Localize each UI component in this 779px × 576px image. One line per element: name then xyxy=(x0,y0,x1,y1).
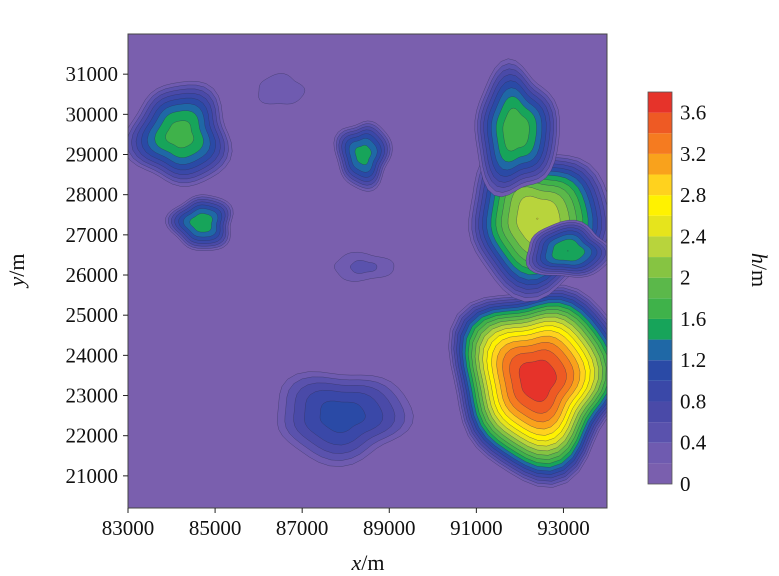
colorbar-swatch xyxy=(648,92,672,113)
colorbar-swatch xyxy=(648,277,672,299)
x-axis-label-unit: /m xyxy=(361,550,384,575)
contour-peak xyxy=(165,194,234,251)
colorbar-swatch xyxy=(648,174,672,196)
contour-peak xyxy=(128,80,233,187)
colorbar-swatch xyxy=(648,463,672,484)
contour-peak xyxy=(448,284,607,488)
x-axis-label: x/m xyxy=(351,550,385,575)
colorbar-swatch xyxy=(648,422,672,443)
y-tick-label: 21000 xyxy=(66,464,119,488)
plot-frame xyxy=(127,33,608,509)
colorbar-swatch xyxy=(648,195,672,216)
colorbar-tick-label: 2.4 xyxy=(680,224,707,248)
contour-fills xyxy=(128,58,607,488)
colorbar-swatch xyxy=(648,360,672,381)
colorbar-label-unit: /m xyxy=(747,264,772,287)
y-tick-label: 23000 xyxy=(66,384,119,408)
colorbar-swatch xyxy=(648,257,672,278)
colorbar-swatch xyxy=(648,133,672,154)
y-axis: 21000 22000 23000 24000 25000 26000 27000 28000… xyxy=(66,62,128,488)
svg-text:h/m: h/m xyxy=(747,253,772,287)
colorbar-tick-label: 0.8 xyxy=(680,389,706,413)
colorbar-tick-label: 2 xyxy=(680,266,691,290)
y-tick-label: 24000 xyxy=(66,343,119,367)
x-tick-label: 83000 xyxy=(102,516,155,540)
contour-peak xyxy=(333,251,395,282)
y-axis-label: y/m xyxy=(4,254,29,289)
y-axis-label-unit: /m xyxy=(4,254,29,277)
x-tick-label: 85000 xyxy=(189,516,242,540)
colorbar: 0 0.4 0.8 1.2 1.6 2 2.4 2.8 3.2 3.6 xyxy=(647,91,707,496)
colorbar-tick-label: 1.2 xyxy=(680,348,706,372)
y-tick-label: 22000 xyxy=(66,424,119,448)
contour-band xyxy=(502,107,530,152)
colorbar-swatch xyxy=(648,380,672,402)
colorbar-swatch xyxy=(648,401,672,423)
contour-band xyxy=(567,250,569,252)
colorbar-swatch xyxy=(648,236,672,258)
y-tick-label: 25000 xyxy=(66,303,119,327)
colorbar-swatch xyxy=(648,339,672,361)
y-tick-label: 29000 xyxy=(66,143,119,167)
contour-band xyxy=(551,239,585,262)
colorbar-swatch xyxy=(648,318,672,340)
contour-band xyxy=(536,217,539,220)
y-tick-label: 30000 xyxy=(66,102,119,126)
x-tick-label: 87000 xyxy=(276,516,329,540)
contour-band xyxy=(349,260,378,274)
colorbar-tick-label: 0.4 xyxy=(680,431,707,455)
contour-band xyxy=(319,400,366,433)
colorbar-swatch xyxy=(648,112,672,134)
y-tick-label: 26000 xyxy=(66,263,119,287)
x-tick-label: 93000 xyxy=(537,516,590,540)
y-tick-label: 27000 xyxy=(66,223,119,247)
colorbar-swatch xyxy=(648,153,672,175)
contour-band xyxy=(165,120,194,149)
y-axis-label-var: y xyxy=(4,277,29,289)
contour-peak xyxy=(525,219,607,278)
plot-area xyxy=(127,33,608,509)
colorbar-tick-label: 3.6 xyxy=(680,101,706,125)
contour-peak xyxy=(333,120,393,192)
colorbar-swatch xyxy=(648,215,672,237)
svg-text:y/m: y/m xyxy=(4,254,29,289)
contour-band xyxy=(518,359,557,402)
colorbar-tick-label: 0 xyxy=(680,472,691,496)
colorbar-tick-label: 1.6 xyxy=(680,307,706,331)
contour-band xyxy=(189,213,213,233)
x-axis-label-var: x xyxy=(351,550,362,575)
svg-text:x/m: x/m xyxy=(351,550,385,575)
contour-peak xyxy=(258,73,306,105)
colorbar-frame xyxy=(647,91,673,485)
colorbar-label-var: h xyxy=(747,253,772,264)
colorbar-tick-label: 3.2 xyxy=(680,142,706,166)
colorbar-label: h/m xyxy=(747,253,772,287)
y-tick-label: 31000 xyxy=(66,62,119,86)
contour-peak xyxy=(276,371,414,467)
colorbar-tick-label: 2.8 xyxy=(680,183,706,207)
x-axis: 83000 85000 87000 89000 91000 93000 xyxy=(102,508,590,540)
contour-band xyxy=(258,73,306,105)
contour-band xyxy=(354,144,372,166)
colorbar-swatch xyxy=(648,298,672,319)
contour-peak xyxy=(474,58,560,198)
x-tick-label: 89000 xyxy=(363,516,416,540)
colorbar-swatch xyxy=(648,442,672,464)
x-tick-label: 91000 xyxy=(450,516,503,540)
y-tick-label: 28000 xyxy=(66,183,119,207)
